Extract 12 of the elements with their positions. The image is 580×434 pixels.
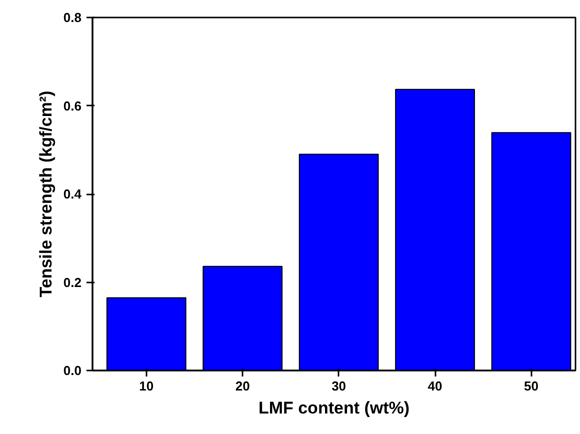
y-tick-label: 0.0 [63, 363, 82, 378]
x-axis-title: LMF content (wt%) [258, 398, 410, 418]
y-tick-label: 0.2 [63, 274, 82, 290]
x-tick-label: 30 [332, 378, 346, 394]
y-axis-title: Tensile strength (kgf/cm²) [36, 90, 56, 298]
x-tick-label: 10 [139, 378, 154, 394]
x-tick-label: 20 [235, 378, 250, 394]
x-tick-label: 40 [428, 378, 442, 394]
x-tick-label: 50 [524, 378, 538, 394]
y-tick-label: 0.4 [63, 186, 82, 202]
y-tick-label: 0.8 [63, 10, 82, 25]
y-tick-label: 0.6 [63, 98, 82, 114]
